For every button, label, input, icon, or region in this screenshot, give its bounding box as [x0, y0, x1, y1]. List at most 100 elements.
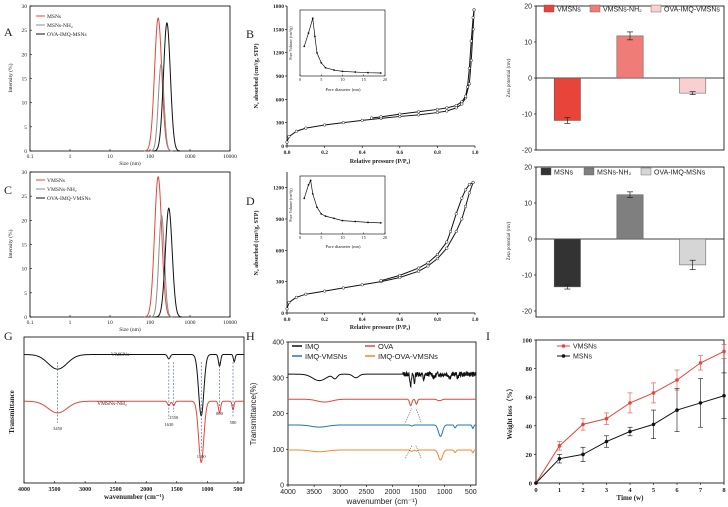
tick-label: 20	[383, 235, 387, 240]
tick-label: 80	[526, 366, 533, 373]
tick-label: 10	[524, 40, 532, 47]
series-group	[285, 8, 476, 144]
data-point	[675, 378, 679, 382]
tick-label: 5	[24, 291, 27, 297]
x-axis-label: Relative pressure (P/P₀)	[350, 324, 411, 331]
desorption-point	[417, 110, 421, 114]
inset-series	[303, 179, 382, 224]
inset-point	[324, 215, 327, 218]
tick-label: 4	[628, 487, 632, 494]
tick-label: 500	[465, 489, 477, 496]
adsorption-point	[445, 246, 449, 250]
series-group	[288, 370, 477, 461]
panel-letter: B	[246, 27, 254, 41]
desorption-point	[469, 39, 473, 43]
inset-point	[303, 45, 306, 48]
data-point	[604, 439, 609, 444]
tick-label: 300	[272, 375, 284, 382]
tick-label: 1550	[169, 415, 179, 420]
legend-label: MSNs	[47, 14, 61, 20]
y-axis-label: N₂ absorbed (cm³/g, STP)	[253, 211, 260, 276]
adsorption-point	[285, 307, 289, 311]
y-axis-label: Zeta potential (mv)	[507, 58, 512, 97]
desorption-point	[426, 261, 430, 265]
adsorption-point	[287, 301, 291, 305]
tick-label: 0	[534, 487, 537, 494]
tick-label: 0	[299, 235, 301, 240]
tick-label: 15	[22, 243, 28, 249]
tick-label: 5	[320, 77, 322, 82]
legend-swatch	[543, 4, 555, 13]
adsorption-point	[454, 229, 458, 234]
inset-point	[320, 213, 323, 215]
panel-c: C 0 5 10 15 20 25 30 0.1 1 10 100 1000 10000 Size (n…	[4, 170, 237, 333]
data-point	[651, 391, 656, 395]
tick-label: 200	[272, 411, 284, 418]
inset-point	[333, 69, 335, 71]
tick-label: -20	[522, 148, 532, 155]
legend-label: OVA-IMQ-VMSNs	[664, 7, 720, 14]
tick-label: 100	[146, 154, 155, 160]
tick-label: 2	[581, 487, 584, 494]
x-axis-label: Time (w)	[617, 494, 645, 502]
tick-label: 1.0	[472, 317, 479, 323]
data-point	[722, 393, 726, 398]
tick-label: 0.1	[27, 320, 34, 326]
legend: VMSNs MSNs	[557, 344, 597, 361]
tick-label: 10	[22, 101, 28, 107]
tick-label: 0	[281, 144, 284, 150]
x-axis-label: wavenumber (cm⁻¹)	[346, 497, 418, 506]
series-line	[150, 214, 173, 318]
adsorption-point	[341, 286, 345, 290]
annotation-dash	[415, 408, 422, 423]
inset-point	[313, 35, 316, 38]
panel-d: D 0 300 600 900 1200 0.0 0.2 0.4 0.6 0.8 1.0 0 5 10 1…	[246, 172, 479, 331]
tick-label: 500	[233, 487, 242, 493]
desorption-point	[379, 279, 383, 283]
tick-label: 1000	[201, 487, 213, 493]
inset-point	[354, 71, 357, 73]
series-label: VMSNs-NH₂	[97, 401, 127, 407]
adsorption-point	[426, 264, 430, 268]
plot-frame	[535, 166, 725, 318]
data-point	[628, 429, 632, 434]
adsorption-point	[323, 123, 327, 127]
legend-swatch	[540, 167, 552, 176]
tick-label: 5	[24, 125, 27, 131]
plot-frame	[23, 336, 245, 484]
desorption-point	[435, 107, 439, 111]
bar-group	[553, 31, 707, 124]
tick-label: -10	[522, 112, 532, 119]
y-axis-label: Intensity (%)	[7, 63, 14, 92]
y-axis-label: N₂ absorbed (cm³/g, STP)	[253, 44, 260, 109]
tick-label: 0	[281, 311, 284, 317]
panel-b: B 0 300 600 900 1200 1500 1800 0.0 0.2 0.4 0.6 0.8 1…	[246, 4, 479, 165]
inset-point	[341, 219, 344, 222]
data-point	[628, 401, 632, 405]
legend-swatch	[589, 4, 601, 13]
annotation-dash	[415, 445, 422, 459]
adsorption-branch	[286, 182, 474, 309]
inset-point	[307, 184, 310, 186]
adsorption-point	[323, 289, 327, 293]
x-axis-label: wavenumber (cm⁻¹)	[104, 493, 165, 501]
y-axis-label: Transmittance	[8, 390, 16, 433]
tick-label: 100	[146, 320, 155, 326]
tick-label: 0	[529, 481, 532, 488]
adsorption-point	[294, 129, 298, 133]
inset-y-label: Pore Volume (cm³/g)	[288, 26, 293, 60]
desorption-point	[417, 266, 421, 270]
tick-label: 0	[299, 77, 301, 82]
bar-group	[553, 191, 707, 290]
tick-label: 0.8	[434, 150, 441, 156]
data-point	[534, 481, 538, 485]
adsorption-point	[435, 257, 439, 261]
tick-label: 0.0	[284, 317, 291, 323]
data-point	[698, 401, 703, 405]
desorption-point	[460, 196, 464, 200]
legend-label: OVA-IMQ-MSNs	[47, 32, 87, 38]
inset-y-label: Pore Volume (cm³/g)	[288, 188, 293, 222]
spectrum-line	[288, 370, 477, 389]
adsorption-point	[285, 140, 289, 144]
inset-point	[311, 17, 314, 20]
